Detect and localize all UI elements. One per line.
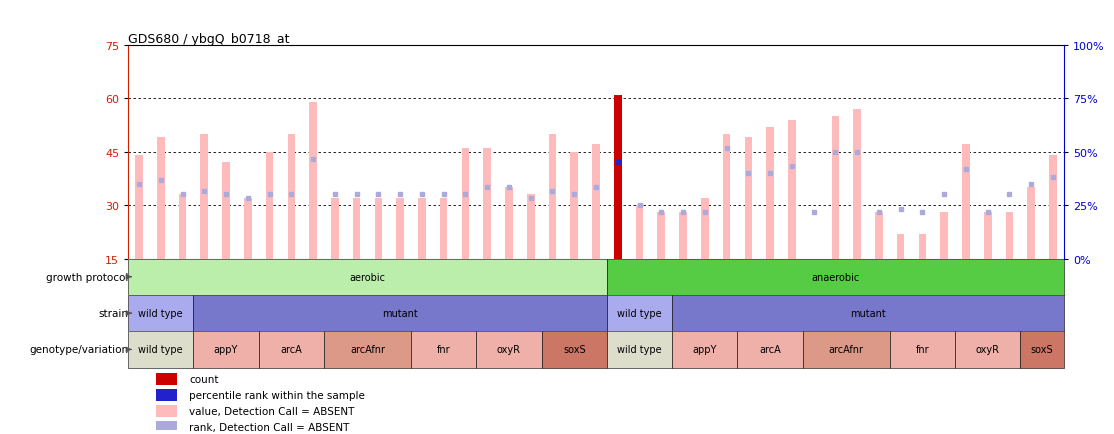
Bar	[831, 117, 839, 259]
Bar	[890, 332, 955, 368]
Bar	[607, 259, 1064, 295]
Bar	[853, 110, 861, 259]
Bar	[897, 234, 905, 259]
Text: arcA: arcA	[281, 345, 302, 355]
Text: strain: strain	[98, 309, 128, 319]
Bar	[737, 332, 803, 368]
Bar	[1027, 188, 1035, 259]
Bar	[128, 259, 607, 295]
Bar	[128, 295, 194, 332]
Text: arcAfnr: arcAfnr	[350, 345, 385, 355]
Bar	[201, 135, 208, 259]
Text: oxyR: oxyR	[497, 345, 521, 355]
Bar	[156, 373, 177, 385]
Text: fnr: fnr	[437, 345, 450, 355]
Bar	[178, 195, 186, 259]
Text: wild type: wild type	[617, 309, 662, 319]
Bar	[353, 198, 361, 259]
Bar	[258, 332, 324, 368]
Bar	[324, 332, 411, 368]
Bar	[483, 149, 491, 259]
Bar	[527, 195, 535, 259]
Text: oxyR: oxyR	[976, 345, 999, 355]
Bar	[156, 389, 177, 401]
Bar	[549, 135, 556, 259]
Bar	[607, 295, 672, 332]
Bar	[593, 145, 599, 259]
Bar	[310, 102, 316, 259]
Text: appY: appY	[693, 345, 717, 355]
Text: rank, Detection Call = ABSENT: rank, Detection Call = ABSENT	[189, 422, 350, 432]
Bar	[636, 206, 643, 259]
Text: aerobic: aerobic	[350, 272, 385, 282]
Bar	[477, 332, 541, 368]
Bar	[397, 198, 404, 259]
Text: appY: appY	[214, 345, 238, 355]
Bar	[1020, 332, 1064, 368]
Bar	[701, 198, 709, 259]
Bar	[331, 198, 339, 259]
Text: arcA: arcA	[760, 345, 781, 355]
Bar	[541, 332, 607, 368]
Bar	[156, 421, 177, 434]
Bar	[1006, 213, 1014, 259]
Bar	[788, 120, 795, 259]
Bar	[194, 332, 258, 368]
Bar	[723, 135, 731, 259]
Bar	[157, 138, 165, 259]
Bar	[440, 198, 448, 259]
Bar	[672, 332, 737, 368]
Bar	[803, 332, 890, 368]
Bar	[680, 213, 687, 259]
Bar	[766, 127, 774, 259]
Text: count: count	[189, 374, 218, 384]
Bar	[570, 152, 578, 259]
Bar	[266, 152, 273, 259]
Text: wild type: wild type	[138, 345, 183, 355]
Bar	[672, 295, 1064, 332]
Bar	[461, 149, 469, 259]
Bar	[194, 295, 607, 332]
Bar	[222, 163, 229, 259]
Text: growth protocol: growth protocol	[46, 272, 128, 282]
Text: GDS680 / ybgQ_b0718_at: GDS680 / ybgQ_b0718_at	[128, 33, 290, 46]
Text: percentile rank within the sample: percentile rank within the sample	[189, 390, 364, 400]
Bar	[156, 405, 177, 417]
Bar	[962, 145, 970, 259]
Bar	[128, 332, 194, 368]
Bar	[614, 95, 622, 259]
Bar	[418, 198, 426, 259]
Text: genotype/variation: genotype/variation	[29, 345, 128, 355]
Bar	[744, 138, 752, 259]
Bar	[244, 198, 252, 259]
Text: soxS: soxS	[563, 345, 586, 355]
Text: soxS: soxS	[1030, 345, 1054, 355]
Bar	[984, 213, 991, 259]
Bar	[607, 332, 672, 368]
Bar	[940, 213, 948, 259]
Text: mutant: mutant	[382, 309, 418, 319]
Bar	[876, 213, 882, 259]
Bar	[505, 188, 512, 259]
Bar	[411, 332, 477, 368]
Bar	[919, 234, 926, 259]
Text: arcAfnr: arcAfnr	[829, 345, 863, 355]
Bar	[374, 198, 382, 259]
Text: value, Detection Call = ABSENT: value, Detection Call = ABSENT	[189, 406, 354, 416]
Bar	[955, 332, 1020, 368]
Text: fnr: fnr	[916, 345, 929, 355]
Text: wild type: wild type	[617, 345, 662, 355]
Bar	[657, 213, 665, 259]
Text: wild type: wild type	[138, 309, 183, 319]
Bar	[287, 135, 295, 259]
Text: anaerobic: anaerobic	[811, 272, 860, 282]
Text: mutant: mutant	[850, 309, 886, 319]
Bar	[1049, 156, 1057, 259]
Bar	[135, 156, 143, 259]
